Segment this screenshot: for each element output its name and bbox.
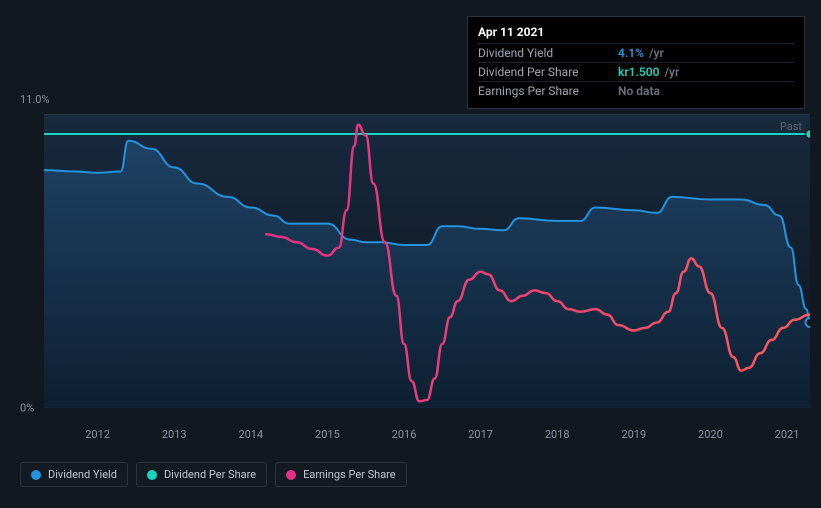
xaxis-tick: 2012 [85, 428, 110, 441]
tooltip-row: Dividend Per Sharekr1.500 /yr [478, 62, 794, 81]
chart-tooltip: Apr 11 2021 Dividend Yield4.1% /yrDivide… [467, 16, 805, 109]
chart-container: 11.0% 0% Past 20122013201420152016201720… [20, 108, 810, 448]
yaxis-bottom-label: 0% [20, 402, 34, 415]
past-label: Past [780, 120, 802, 133]
legend-item[interactable]: Earnings Per Share [275, 462, 407, 487]
legend-swatch [147, 470, 157, 480]
tooltip-unit: /yr [661, 65, 679, 79]
chart-plot-area[interactable]: Past [44, 114, 810, 408]
tooltip-unit: /yr [646, 46, 664, 60]
tooltip-label: Dividend Yield [478, 46, 618, 60]
tooltip-label: Dividend Per Share [478, 65, 618, 79]
tooltip-date: Apr 11 2021 [478, 25, 794, 43]
legend-label: Dividend Per Share [164, 468, 256, 481]
xaxis-tick: 2013 [162, 428, 187, 441]
tooltip-value: 4.1% /yr [618, 46, 664, 60]
xaxis-tick: 2014 [238, 428, 263, 441]
tooltip-row: Dividend Yield4.1% /yr [478, 43, 794, 62]
xaxis-tick: 2019 [621, 428, 646, 441]
xaxis-tick: 2015 [315, 428, 340, 441]
yaxis-top-label: 11.0% [20, 93, 50, 108]
legend-label: Earnings Per Share [303, 468, 396, 481]
tooltip-value: No data [618, 84, 660, 98]
legend-swatch [31, 470, 41, 480]
xaxis-tick: 2018 [545, 428, 570, 441]
tooltip-value: kr1.500 /yr [618, 65, 679, 79]
tooltip-label: Earnings Per Share [478, 84, 618, 98]
xaxis-tick: 2017 [468, 428, 493, 441]
legend-item[interactable]: Dividend Per Share [136, 462, 267, 487]
legend-label: Dividend Yield [48, 468, 117, 481]
xaxis-tick: 2020 [698, 428, 723, 441]
tooltip-row: Earnings Per ShareNo data [478, 81, 794, 100]
chart-xaxis: 2012 2013 2014 2015 2016 2017 2018 2019 2020 2021 [44, 418, 810, 448]
legend-swatch [286, 470, 296, 480]
xaxis-tick: 2016 [392, 428, 417, 441]
legend-item[interactable]: Dividend Yield [20, 462, 128, 487]
chart-legend: Dividend Yield Dividend Per Share Earnings… [20, 462, 407, 487]
chart-svg [44, 114, 810, 408]
xaxis-tick: 2021 [775, 428, 800, 441]
